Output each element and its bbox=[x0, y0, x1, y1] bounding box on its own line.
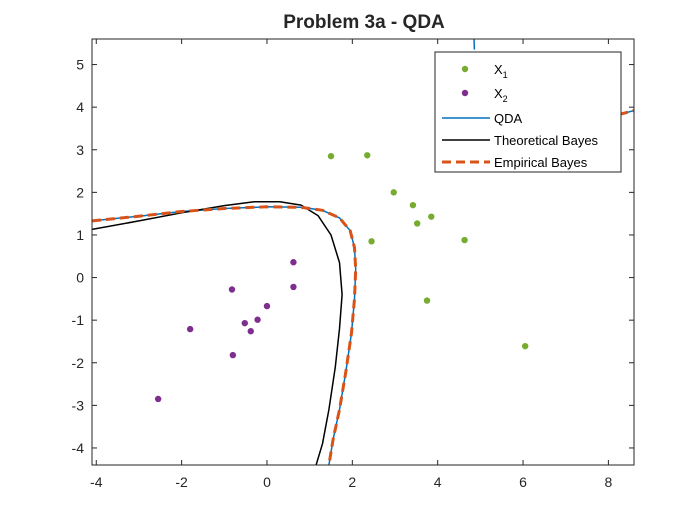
point-x1-5 bbox=[409, 201, 417, 209]
point-x2-5 bbox=[241, 319, 248, 327]
y-tick-label: 4 bbox=[76, 99, 84, 115]
point-x1-2 bbox=[364, 152, 371, 159]
x-tick-label: -4 bbox=[90, 474, 103, 490]
point-x2-2 bbox=[186, 325, 194, 333]
legend-marker-x2 bbox=[461, 89, 469, 97]
point-x2-1 bbox=[154, 395, 162, 403]
legend-label-empirical-bayes: Empirical Bayes bbox=[494, 155, 588, 170]
points-layer bbox=[154, 152, 529, 403]
point-x1-3 bbox=[368, 238, 375, 245]
legend-marker-x1 bbox=[461, 65, 469, 73]
point-x2-4 bbox=[229, 351, 237, 359]
point-x2-8 bbox=[263, 302, 271, 310]
curve-empirical-bayes-2 bbox=[618, 109, 634, 116]
y-tick-label: 2 bbox=[76, 184, 84, 200]
point-x2-7 bbox=[254, 316, 261, 323]
point-x1-10 bbox=[521, 342, 529, 350]
curves-layer bbox=[92, 39, 634, 465]
y-tick-label: -1 bbox=[72, 312, 85, 328]
curve-theoretical-bayes-1 bbox=[92, 200, 343, 465]
point-x2-9 bbox=[290, 259, 297, 266]
y-tick-label: 3 bbox=[76, 142, 84, 158]
x-tick-label: -2 bbox=[175, 474, 188, 490]
y-tick-label: -4 bbox=[72, 440, 85, 456]
x-tick-label: 8 bbox=[604, 474, 612, 490]
plot-frame bbox=[91, 38, 635, 466]
point-x1-6 bbox=[414, 220, 421, 227]
y-tick-label: 0 bbox=[76, 270, 84, 286]
point-x1-8 bbox=[423, 297, 431, 304]
y-tick-label: -3 bbox=[72, 397, 85, 413]
point-x1-7 bbox=[428, 213, 435, 220]
y-tick-label: 5 bbox=[76, 57, 84, 73]
chart-title: Problem 3a - QDA bbox=[283, 12, 445, 33]
point-x2-10 bbox=[290, 283, 297, 291]
x-tick-label: 2 bbox=[348, 474, 356, 490]
legend-label-qda: QDA bbox=[494, 111, 523, 126]
point-x1-1 bbox=[327, 152, 335, 160]
point-x2-3 bbox=[228, 286, 236, 293]
y-tick-label: -2 bbox=[72, 355, 85, 371]
point-x1-4 bbox=[390, 189, 397, 196]
point-x2-6 bbox=[247, 328, 254, 335]
y-tick-label: 1 bbox=[76, 227, 84, 243]
x-tick-label: 0 bbox=[263, 474, 271, 490]
point-x1-9 bbox=[461, 236, 468, 244]
x-tick-label: 6 bbox=[519, 474, 527, 490]
ticks-layer: -4 -2 0 2 4 6 8 5 4 3 2 1 0 -1 -2 -3 -4 bbox=[72, 39, 634, 490]
x-tick-label: 4 bbox=[434, 474, 442, 490]
curve-empirical-bayes-1 bbox=[92, 205, 358, 465]
legend-label-theoretical-bayes: Theoretical Bayes bbox=[494, 133, 599, 148]
